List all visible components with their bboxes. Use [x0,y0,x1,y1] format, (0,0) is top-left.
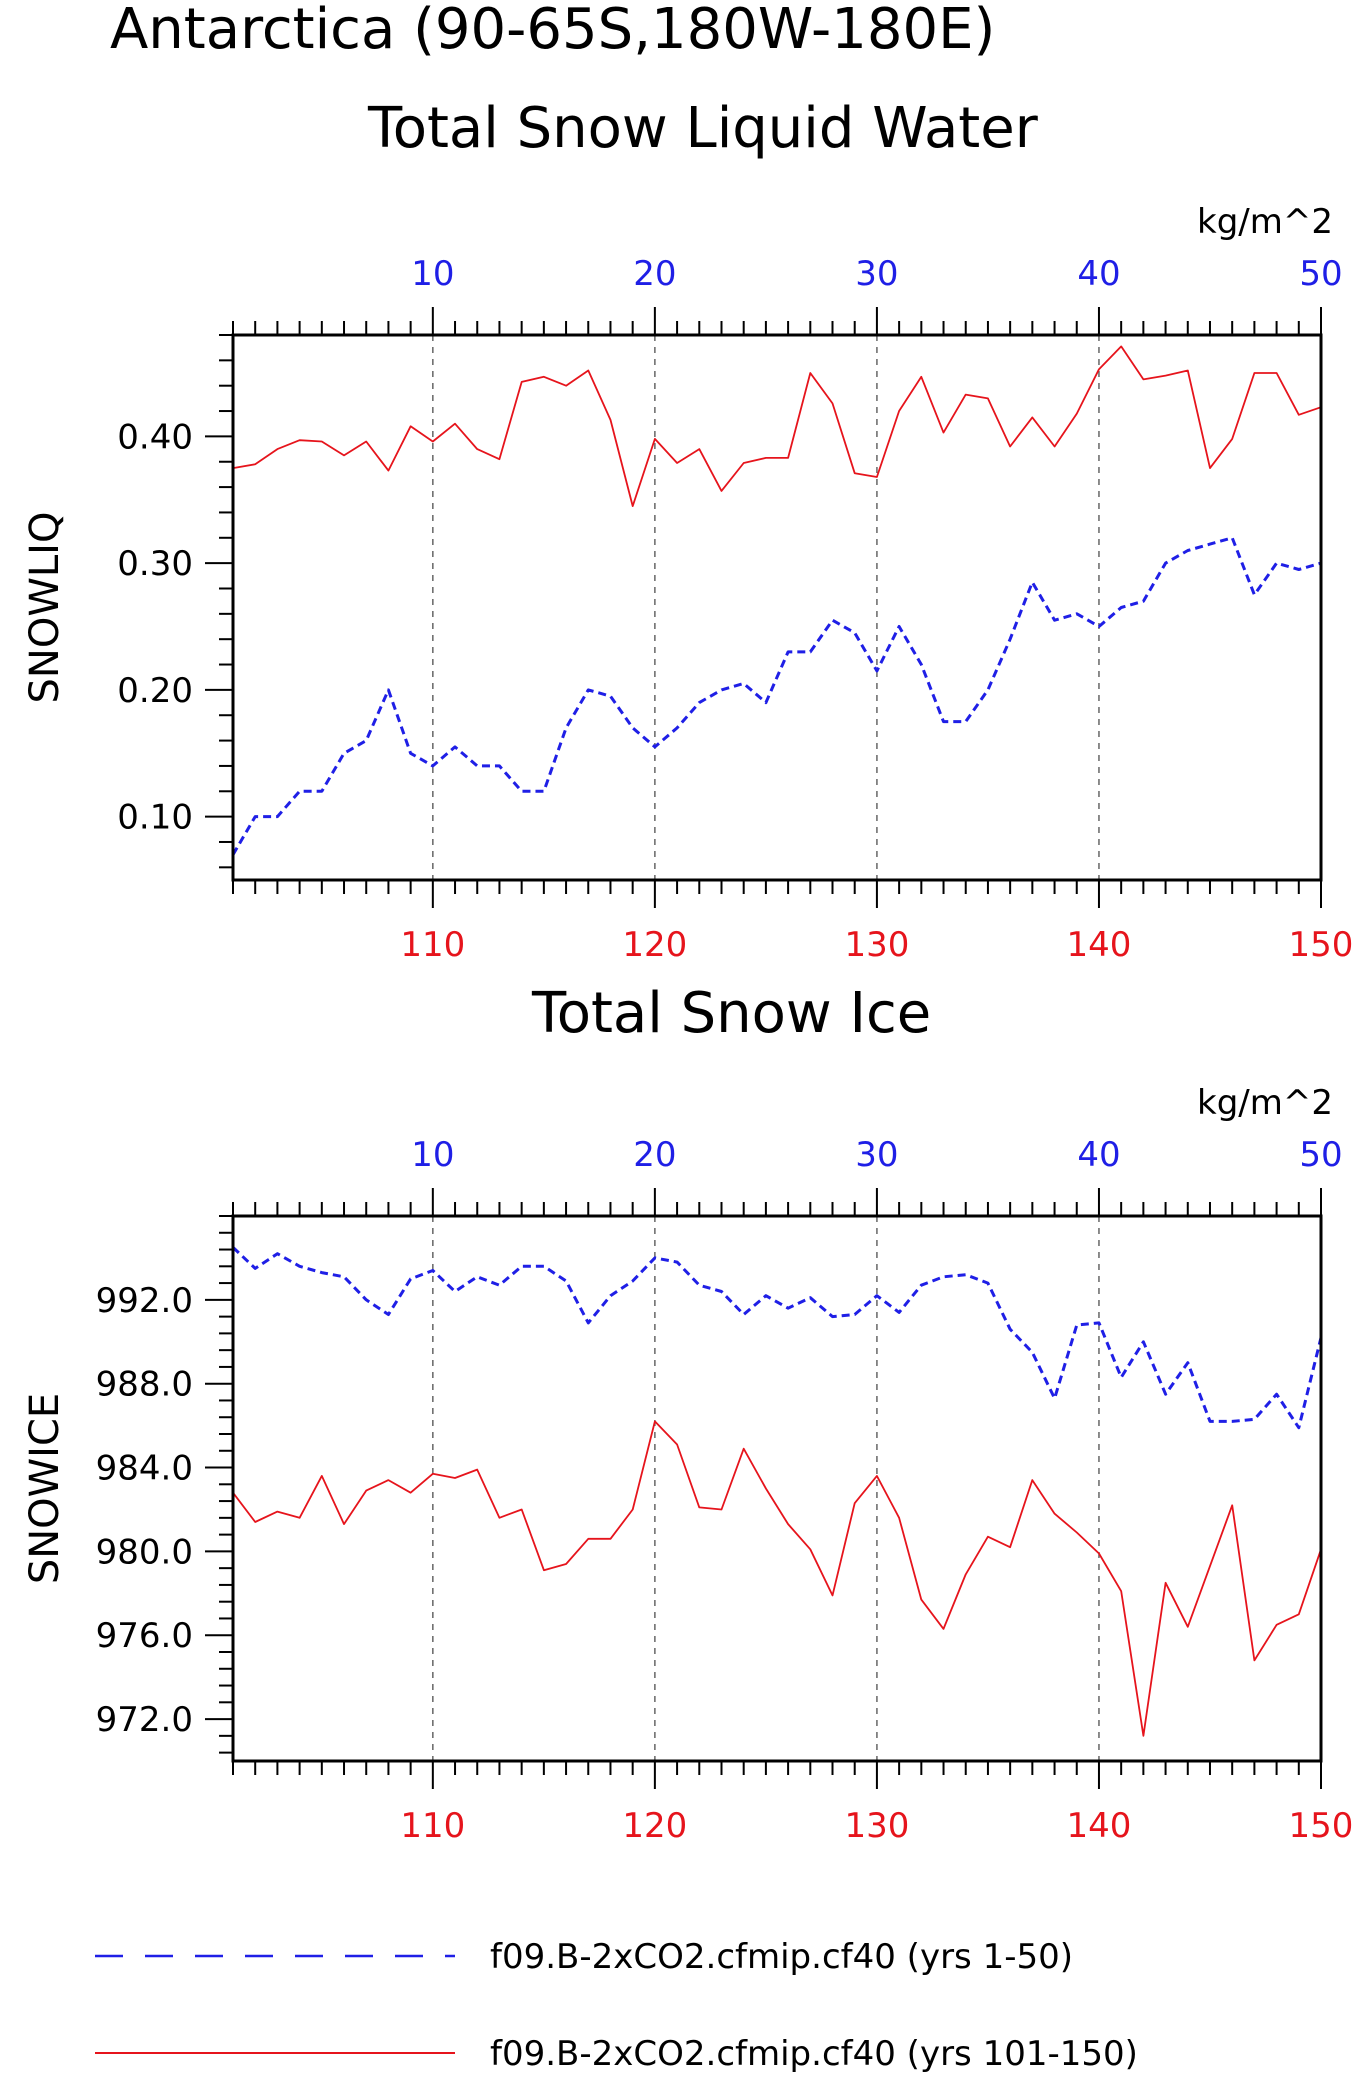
y-tick-label: 988.0 [96,1365,193,1405]
series-line-yrs-101-150 [232,1420,1322,1737]
x-tick-label-bottom: 130 [844,1806,909,1846]
panel-1-title: Total Snow Liquid Water [367,96,1039,161]
y-tick-label: 0.20 [117,671,193,711]
legend: f09.B-2xCO2.cfmip.cf40 (yrs 1-50) f09.B-… [95,1937,1138,2074]
units-label: kg/m^2 [1197,202,1333,242]
x-tick-label-top: 20 [633,1135,676,1175]
units-label: kg/m^2 [1197,1083,1333,1123]
y-tick-label: 0.30 [117,544,193,584]
x-tick-label-bottom: 120 [622,925,687,965]
y-axis-label: SNOWICE [22,1393,68,1584]
y-tick-label: 992.0 [96,1281,193,1321]
x-tick-label-top: 30 [855,254,898,294]
x-tick-label-bottom: 140 [1067,1806,1132,1846]
series-line-yrs-1-50 [231,1246,1323,1430]
x-tick-label-bottom: 130 [844,925,909,965]
series-line-yrs-101-150 [232,345,1322,508]
legend-label-yrs-101-150: f09.B-2xCO2.cfmip.cf40 (yrs 101-150) [490,2034,1138,2074]
x-tick-label-bottom: 120 [622,1806,687,1846]
x-tick-label-top: 50 [1299,1135,1342,1175]
x-tick-label-bottom: 110 [400,925,465,965]
x-tick-label-bottom: 140 [1067,925,1132,965]
figure-title: Antarctica (90-65S,180W-180E) [110,0,995,62]
x-tick-label-top: 30 [855,1135,898,1175]
snowice-plot: 972.0 976.0 980.0 984.0 988.0 992.0 110 120 130 1… [22,1083,1353,1846]
x-tick-label-bottom: 150 [1289,925,1354,965]
plot-frame [231,1214,1323,1763]
x-tick-label-top: 10 [411,1135,454,1175]
x-tick-label-top: 50 [1299,254,1342,294]
x-tick-label-bottom: 150 [1289,1806,1354,1846]
series-line-yrs-1-50 [231,536,1322,856]
y-axis-label: SNOWLIQ [22,512,68,704]
panel-2-title: Total Snow Ice [531,981,931,1046]
y-tick-label: 0.40 [117,417,193,457]
x-tick-label-bottom: 110 [400,1806,465,1846]
x-tick-label-top: 10 [411,254,454,294]
y-tick-label: 0.10 [117,798,193,838]
x-tick-label-top: 40 [1077,254,1120,294]
y-tick-label: 984.0 [96,1449,193,1489]
y-tick-label: 972.0 [96,1700,193,1740]
snowliq-plot: 0.10 0.20 0.30 0.40 110 120 130 140 150 10 20 30 40 5… [22,202,1353,965]
y-tick-label: 976.0 [96,1616,193,1656]
legend-label-yrs-1-50: f09.B-2xCO2.cfmip.cf40 (yrs 1-50) [490,1937,1073,1977]
y-tick-label: 980.0 [96,1532,193,1572]
x-tick-label-top: 40 [1077,1135,1120,1175]
plot-frame [231,333,1323,882]
x-tick-label-top: 20 [633,254,676,294]
